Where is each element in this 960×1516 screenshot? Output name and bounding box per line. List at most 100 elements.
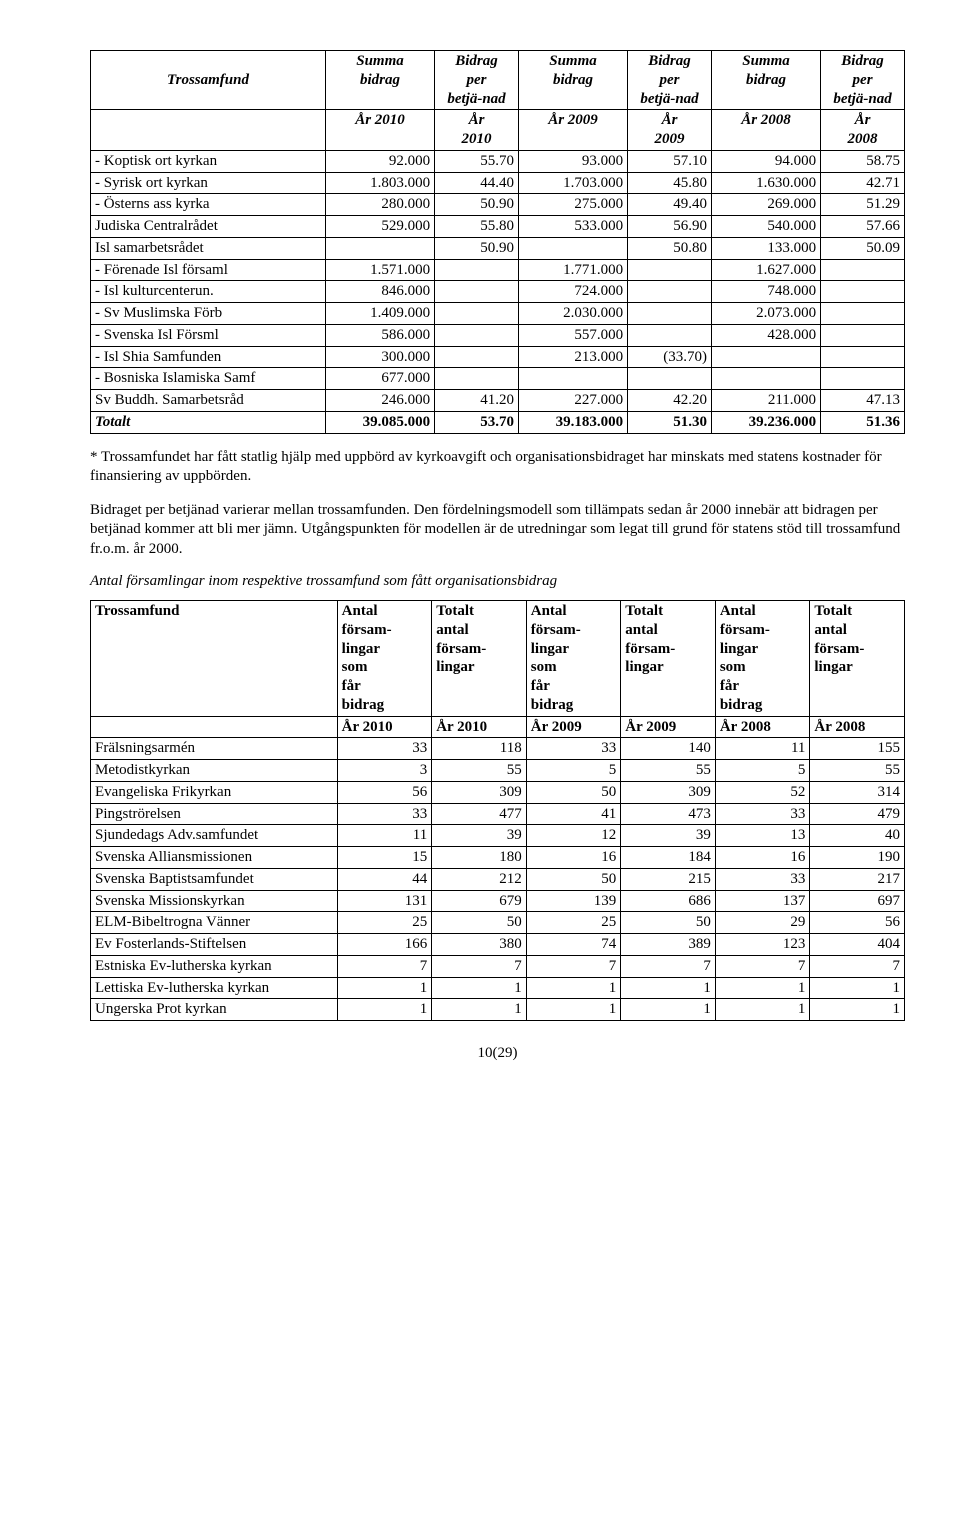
data-cell: 314: [810, 781, 905, 803]
data-cell: 5: [715, 760, 810, 782]
data-cell: 44: [337, 868, 432, 890]
total-cell: 51.30: [628, 411, 712, 433]
table-header-cell: Bidragperbetjä-nad: [821, 51, 905, 110]
data-cell: 1: [432, 999, 527, 1021]
data-cell: 697: [810, 890, 905, 912]
data-cell: 533.000: [518, 216, 627, 238]
data-cell: 50.90: [435, 194, 519, 216]
table-header-year-cell: [91, 716, 338, 738]
data-cell: 309: [432, 781, 527, 803]
data-cell: [435, 281, 519, 303]
row-label: Ev Fosterlands-Stiftelsen: [91, 934, 338, 956]
table-header-cell: Trossamfund: [91, 51, 326, 110]
data-cell: 41: [526, 803, 621, 825]
row-label: Ungerska Prot kyrkan: [91, 999, 338, 1021]
data-cell: 213.000: [518, 346, 627, 368]
data-cell: 428.000: [711, 324, 820, 346]
table-row: Svenska Missionskyrkan131679139686137697: [91, 890, 905, 912]
data-cell: 39: [432, 825, 527, 847]
data-cell: 56: [337, 781, 432, 803]
table-row: Frälsningsarmén331183314011155: [91, 738, 905, 760]
table-header-year-cell: År2008: [821, 110, 905, 151]
row-label: Svenska Missionskyrkan: [91, 890, 338, 912]
data-cell: 677.000: [325, 368, 434, 390]
table-row: - Sv Muslimska Förb1.409.0002.030.0002.0…: [91, 303, 905, 325]
table-header-cell: Antalförsam-lingarsomfårbidrag: [526, 601, 621, 717]
data-cell: 1: [337, 999, 432, 1021]
total-cell: 53.70: [435, 411, 519, 433]
data-cell: 1: [715, 999, 810, 1021]
row-label: Evangeliska Frikyrkan: [91, 781, 338, 803]
table-row: Ungerska Prot kyrkan111111: [91, 999, 905, 1021]
data-cell: 29: [715, 912, 810, 934]
data-cell: [435, 346, 519, 368]
row-label: Metodistkyrkan: [91, 760, 338, 782]
data-cell: 3: [337, 760, 432, 782]
table-row: - Syrisk ort kyrkan1.803.00044.401.703.0…: [91, 172, 905, 194]
data-cell: 140: [621, 738, 716, 760]
data-cell: 686: [621, 890, 716, 912]
table-row: - Svenska Isl Försml586.000557.000428.00…: [91, 324, 905, 346]
table-row: Pingströrelsen334774147333479: [91, 803, 905, 825]
table-row: Svenska Alliansmissionen151801618416190: [91, 847, 905, 869]
data-cell: 1: [526, 999, 621, 1021]
row-label: Sv Buddh. Samarbetsråd: [91, 390, 326, 412]
data-cell: [821, 281, 905, 303]
data-cell: [435, 324, 519, 346]
data-cell: 1: [810, 999, 905, 1021]
table-row: Isl samarbetsrådet 50.90 50.80133.00050.09: [91, 237, 905, 259]
table-header-cell: Summabidrag: [711, 51, 820, 110]
data-cell: 1.409.000: [325, 303, 434, 325]
data-cell: 846.000: [325, 281, 434, 303]
data-cell: 679: [432, 890, 527, 912]
data-cell: 724.000: [518, 281, 627, 303]
data-cell: 133.000: [711, 237, 820, 259]
data-cell: 131: [337, 890, 432, 912]
data-cell: 155: [810, 738, 905, 760]
table-row: - Österns ass kyrka280.00050.90275.00049…: [91, 194, 905, 216]
row-label: Frälsningsarmén: [91, 738, 338, 760]
data-cell: 1: [621, 999, 716, 1021]
data-cell: 477: [432, 803, 527, 825]
data-cell: 55.70: [435, 150, 519, 172]
table-total-row: Totalt39.085.00053.7039.183.00051.3039.2…: [91, 411, 905, 433]
table-row: - Koptisk ort kyrkan92.00055.7093.00057.…: [91, 150, 905, 172]
data-cell: 57.10: [628, 150, 712, 172]
paragraph-footnote: * Trossamfundet har fått statlig hjälp m…: [90, 448, 905, 487]
data-cell: [628, 368, 712, 390]
data-cell: 217: [810, 868, 905, 890]
table-header-cell: Totaltantalförsam-lingar: [810, 601, 905, 717]
data-cell: 50.09: [821, 237, 905, 259]
data-cell: 137: [715, 890, 810, 912]
table-header-cell: Totaltantalförsam-lingar: [621, 601, 716, 717]
data-cell: 5: [526, 760, 621, 782]
data-cell: 50: [526, 781, 621, 803]
data-cell: 2.030.000: [518, 303, 627, 325]
data-cell: 50.80: [628, 237, 712, 259]
data-cell: 280.000: [325, 194, 434, 216]
data-cell: 25: [526, 912, 621, 934]
table-row: - Förenade Isl församl1.571.0001.771.000…: [91, 259, 905, 281]
row-label: Isl samarbetsrådet: [91, 237, 326, 259]
data-cell: 7: [621, 955, 716, 977]
data-cell: 92.000: [325, 150, 434, 172]
table-header-year-cell: År 2009: [526, 716, 621, 738]
data-cell: 50.90: [435, 237, 519, 259]
data-cell: 215: [621, 868, 716, 890]
row-label: Judiska Centralrådet: [91, 216, 326, 238]
data-cell: 1: [715, 977, 810, 999]
data-cell: [628, 259, 712, 281]
data-cell: 166: [337, 934, 432, 956]
subtitle-antal-forsamlingar: Antal församlingar inom respektive tross…: [90, 573, 905, 590]
data-cell: 57.66: [821, 216, 905, 238]
data-cell: 74: [526, 934, 621, 956]
data-cell: 1: [337, 977, 432, 999]
data-cell: 1.630.000: [711, 172, 820, 194]
row-label: Sjundedags Adv.samfundet: [91, 825, 338, 847]
data-cell: 180: [432, 847, 527, 869]
row-label: - Förenade Isl församl: [91, 259, 326, 281]
data-cell: 211.000: [711, 390, 820, 412]
data-cell: [821, 346, 905, 368]
data-cell: 33: [337, 803, 432, 825]
data-cell: [628, 281, 712, 303]
